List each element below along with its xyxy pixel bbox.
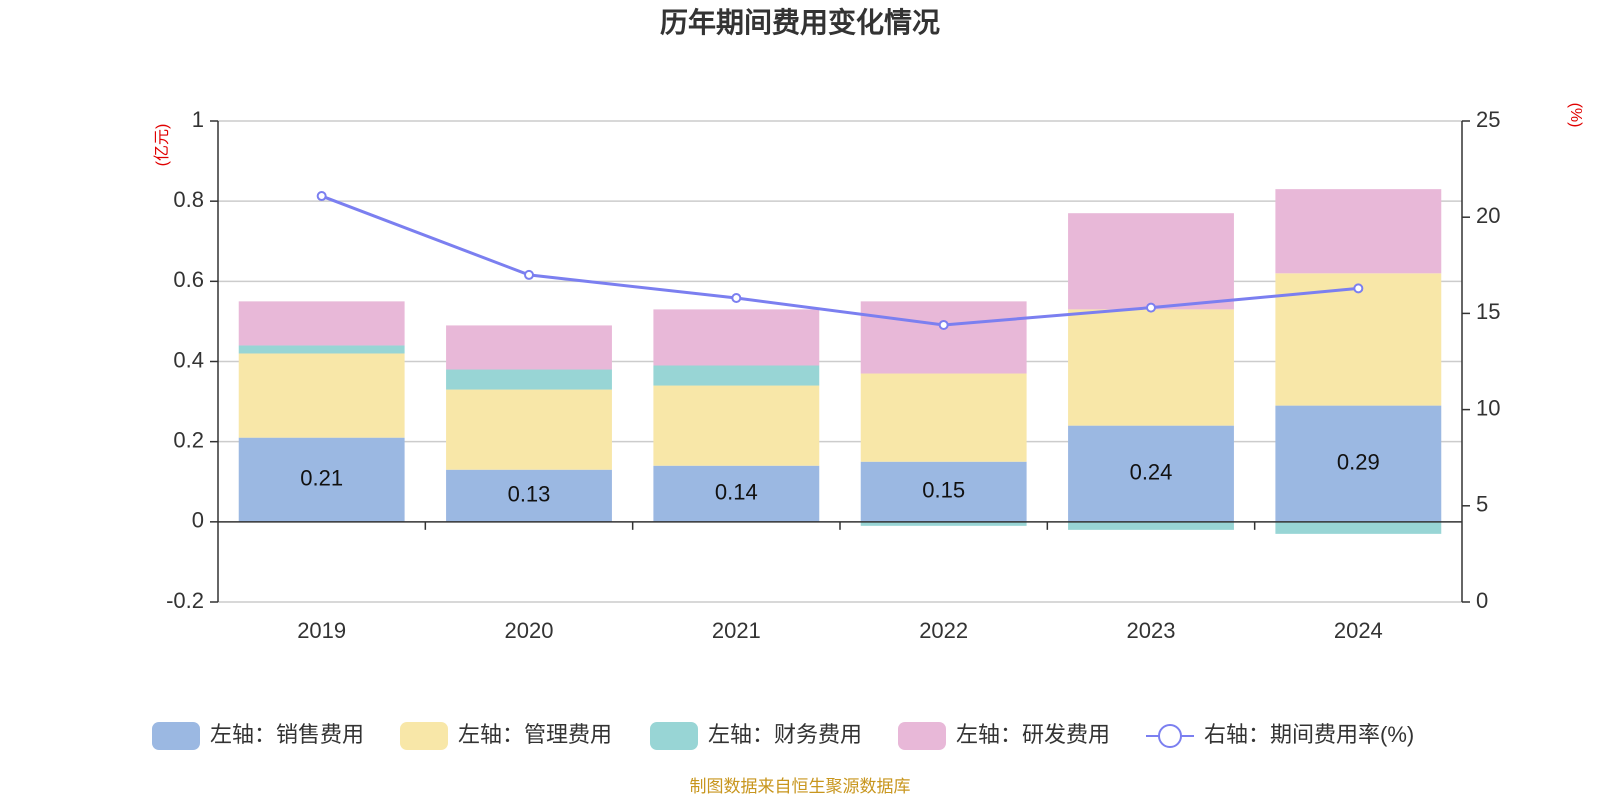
bar-segment xyxy=(238,353,405,438)
x-axis-tick-label: 2023 xyxy=(1127,618,1176,643)
bar-segment xyxy=(1275,405,1442,522)
bar-segment xyxy=(446,469,612,522)
left-axis-unit: (亿元) xyxy=(153,124,171,167)
legend-label: 左轴：财务费用 xyxy=(708,722,862,747)
bar-segment xyxy=(653,465,820,522)
bar-layer xyxy=(238,189,1442,534)
bar-segment xyxy=(238,437,405,522)
legend-swatch xyxy=(650,722,698,750)
bar-segment xyxy=(1275,521,1442,534)
bar-segment xyxy=(238,345,405,354)
left-axis-tick-label: 0 xyxy=(192,508,204,533)
bar-segment xyxy=(1068,521,1234,530)
left-axis-tick-label: 0.2 xyxy=(173,427,204,452)
legend-swatch xyxy=(898,722,946,750)
bar-segment xyxy=(1275,189,1442,274)
bar-segment xyxy=(860,301,1027,374)
right-axis-unit: (%) xyxy=(1567,103,1584,128)
chart-title: 历年期间费用变化情况 xyxy=(660,6,940,38)
left-axis-tick-label: 0.4 xyxy=(173,347,204,372)
bar-segment xyxy=(1068,425,1234,522)
x-axis-tick-label: 2020 xyxy=(505,618,554,643)
rate-point xyxy=(1353,283,1364,294)
left-axis-tick-label: 0.6 xyxy=(173,267,204,292)
bar-segment xyxy=(446,325,612,370)
bar-segment xyxy=(653,365,820,386)
rate-point xyxy=(316,191,327,202)
bar-segment xyxy=(446,389,612,470)
legend-swatch xyxy=(152,722,200,750)
legend-label: 左轴：管理费用 xyxy=(458,722,612,747)
legend-label: 右轴：期间费用率(%) xyxy=(1204,722,1414,747)
bar-segment xyxy=(653,309,820,366)
legend: 左轴：销售费用 左轴：管理费用 左轴：财务费用 左轴：研发费用 右轴：期间费用率(%) xyxy=(152,722,1414,750)
grid-layer xyxy=(218,120,1462,603)
legend-marker xyxy=(1158,724,1182,748)
right-axis-tick-label: 15 xyxy=(1476,299,1500,324)
bar-data-label: 0.15 xyxy=(922,478,965,503)
legend-swatch xyxy=(400,722,448,750)
bar-data-label: 0.14 xyxy=(715,480,758,505)
bar-segment xyxy=(1068,309,1234,426)
rate-point xyxy=(1146,302,1156,313)
bar-data-label: 0.29 xyxy=(1337,450,1380,475)
legend-label: 左轴：研发费用 xyxy=(956,722,1110,747)
left-axis-tick-label: -0.2 xyxy=(166,588,204,613)
rate-line xyxy=(321,194,1359,327)
bar-data-label: 0.24 xyxy=(1130,460,1173,485)
legend-label: 左轴：销售费用 xyxy=(210,722,364,747)
right-axis-tick-label: 10 xyxy=(1476,395,1500,420)
bar-segment xyxy=(860,461,1027,522)
bar-segment xyxy=(1275,273,1442,406)
bar-segment xyxy=(1068,213,1234,310)
rate-point xyxy=(731,293,742,304)
bar-segment xyxy=(860,373,1027,462)
right-axis-tick-label: 25 xyxy=(1476,107,1500,132)
rate-point xyxy=(938,319,949,330)
bar-segment xyxy=(653,385,820,466)
bar-data-label: 0.13 xyxy=(508,482,551,507)
bar-segment xyxy=(860,521,1027,526)
line-layer xyxy=(316,191,1364,330)
x-axis-tick-label: 2022 xyxy=(919,618,968,643)
left-axis-tick-label: 0.8 xyxy=(173,187,204,212)
bar-data-label: 0.21 xyxy=(300,466,343,491)
bar-segment xyxy=(446,369,612,390)
data-source-note: 制图数据来自恒生聚源数据库 xyxy=(690,777,911,796)
x-axis-tick-label: 2019 xyxy=(297,618,346,643)
rate-point xyxy=(524,269,534,280)
label-layer: 0.21 0.13 0.14 0.15 0.24 0.29 xyxy=(300,450,1379,507)
x-axis-tick-label: 2024 xyxy=(1334,618,1383,643)
right-axis-tick-label: 5 xyxy=(1476,492,1488,517)
x-axis-tick-label: 2021 xyxy=(712,618,761,643)
bar-segment xyxy=(238,301,405,346)
right-axis-tick-label: 20 xyxy=(1476,203,1500,228)
left-axis-tick-label: 1 xyxy=(192,107,204,132)
right-axis-tick-label: 0 xyxy=(1476,588,1488,613)
